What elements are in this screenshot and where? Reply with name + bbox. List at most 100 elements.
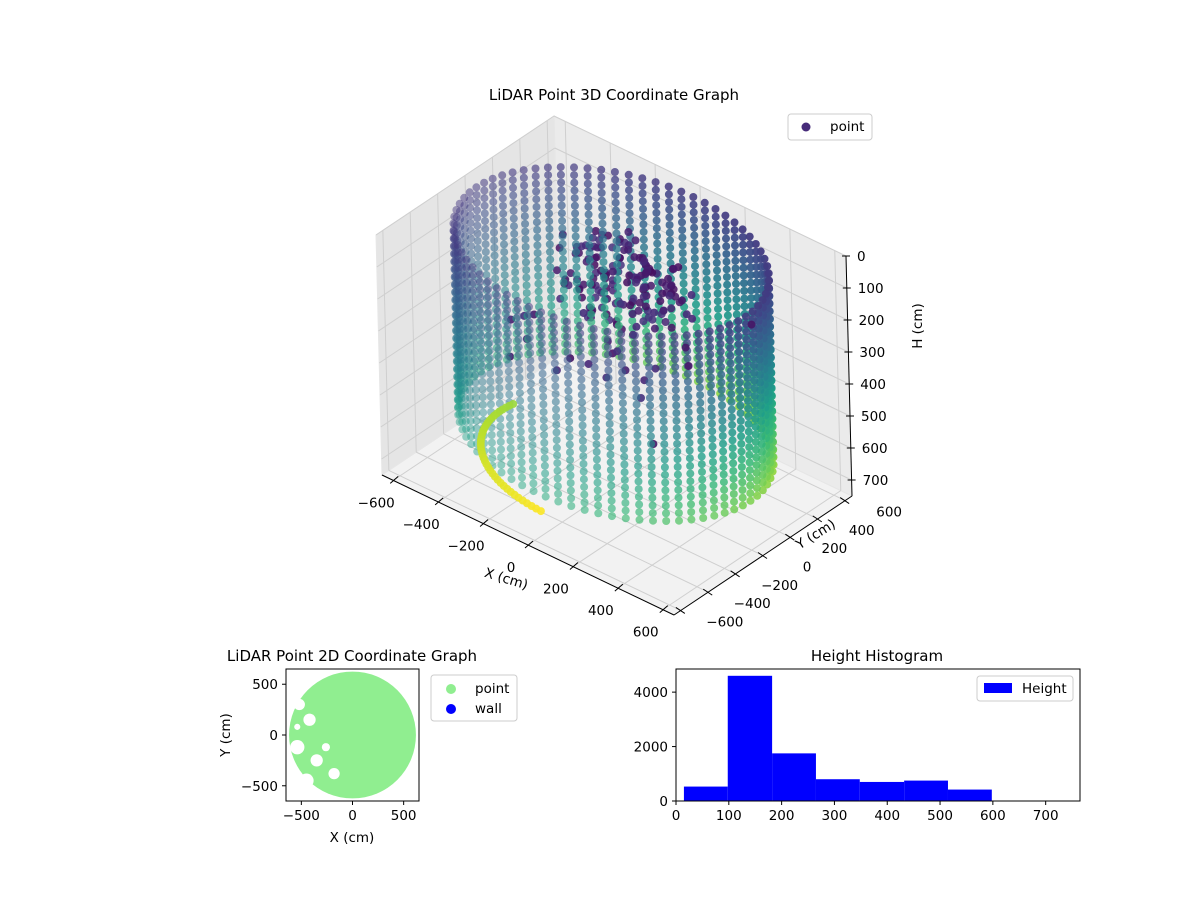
point-3d xyxy=(679,287,688,296)
point-3d xyxy=(617,345,626,354)
title-histogram: Height Histogram xyxy=(811,647,943,665)
void-region-2d xyxy=(328,767,340,780)
point-3d xyxy=(738,493,747,502)
point-3d xyxy=(690,223,699,232)
point-3d xyxy=(685,438,694,447)
point-3d xyxy=(737,432,746,441)
point-3d xyxy=(453,333,462,342)
point-3d xyxy=(746,473,754,482)
point-3d xyxy=(475,306,484,315)
point-3d xyxy=(458,410,466,418)
point-3d xyxy=(578,406,587,415)
point-3d xyxy=(699,514,708,522)
point-3d xyxy=(638,181,647,190)
point-3d xyxy=(732,302,741,311)
point-3d xyxy=(659,401,668,410)
point-3d xyxy=(560,301,569,310)
point-3d xyxy=(465,188,474,197)
point-3d xyxy=(498,194,507,203)
point-3d xyxy=(484,308,493,317)
point-3d xyxy=(583,172,592,180)
point-3d xyxy=(727,405,736,414)
point-3d xyxy=(540,438,549,447)
point-3d xyxy=(451,256,460,265)
point-3d xyxy=(708,434,717,443)
point-3d xyxy=(538,362,547,370)
point-3d xyxy=(600,281,608,289)
point-3d xyxy=(604,389,613,398)
point-3d xyxy=(539,415,548,424)
point-3d xyxy=(708,442,717,451)
point-3d xyxy=(623,278,632,287)
point-3d xyxy=(517,450,526,459)
point-3d xyxy=(700,198,709,207)
tick-label-x-2d: −500 xyxy=(283,808,320,824)
point-3d xyxy=(747,320,756,329)
point-3d xyxy=(579,444,588,453)
point-3d xyxy=(452,341,461,350)
point-3d xyxy=(458,314,467,323)
point-3d xyxy=(452,342,461,351)
point-3d xyxy=(509,199,518,208)
point-3d xyxy=(604,373,613,382)
point-3d xyxy=(499,217,508,226)
point-3d xyxy=(750,368,759,377)
point-3d xyxy=(690,254,699,263)
point-3d xyxy=(634,485,643,494)
point-3d xyxy=(489,220,498,229)
point-3d xyxy=(678,218,686,227)
point-3d xyxy=(459,353,468,362)
point-3d xyxy=(487,431,496,439)
point-3d xyxy=(730,233,739,242)
point-3d xyxy=(751,438,760,446)
point-3d xyxy=(723,303,732,312)
tick-label-x-2d: 500 xyxy=(391,808,417,824)
point-3d xyxy=(605,396,614,405)
point-3d xyxy=(752,445,760,454)
point-3d xyxy=(544,178,553,187)
point-3d xyxy=(566,448,574,457)
point-3d xyxy=(658,348,666,357)
point-3d xyxy=(708,450,717,459)
point-3d xyxy=(487,438,496,447)
point-3d xyxy=(576,344,585,353)
point-3d xyxy=(521,235,530,244)
point-3d xyxy=(480,209,489,218)
point-3d xyxy=(697,444,706,453)
point-3d xyxy=(594,501,603,510)
point-3d xyxy=(709,488,718,497)
point-3d xyxy=(742,335,751,344)
void-region-2d xyxy=(310,754,323,767)
point-3d xyxy=(747,286,755,295)
point-3d xyxy=(662,517,671,525)
point-3d xyxy=(720,508,729,517)
point-3d xyxy=(605,419,614,428)
point-3d xyxy=(584,187,592,196)
grid-line-x-back xyxy=(834,250,842,491)
point-3d xyxy=(578,429,587,438)
point-3d xyxy=(677,210,686,219)
point-3d xyxy=(453,252,462,260)
point-3d xyxy=(488,182,497,191)
point-3d xyxy=(529,471,538,480)
point-3d xyxy=(556,170,565,179)
point-3d xyxy=(489,205,498,214)
point-3d xyxy=(674,478,683,487)
point-3d xyxy=(528,456,537,465)
point-3d xyxy=(463,332,472,340)
point-3d xyxy=(456,374,465,383)
point-3d xyxy=(672,393,680,402)
point-3d xyxy=(586,294,595,303)
point-3d xyxy=(725,321,734,330)
point-3d xyxy=(684,415,693,424)
point-3d xyxy=(517,442,526,451)
point-3d xyxy=(455,294,464,303)
point-3d xyxy=(586,264,594,273)
point-3d xyxy=(731,249,740,258)
point-3d xyxy=(645,393,654,402)
ticks-2d: −500 0 500 −500 0 500 xyxy=(241,677,417,824)
point-3d xyxy=(730,226,739,235)
point-3d xyxy=(493,351,502,360)
point-3d xyxy=(458,425,467,434)
point-3d xyxy=(672,416,681,425)
